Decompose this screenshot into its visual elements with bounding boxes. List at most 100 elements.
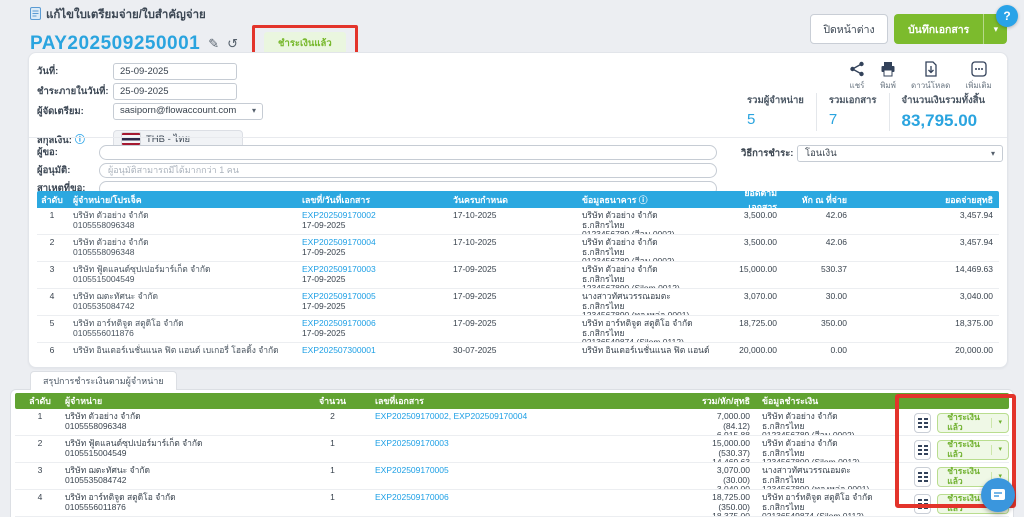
col-header: ผู้จำหน่าย/โปรเจ็ค — [73, 194, 142, 205]
row-seq: 1 — [37, 411, 43, 421]
paid-status-button[interactable]: ชำระเงินแล้ว ▾ — [937, 440, 1009, 460]
grid-icon-button[interactable] — [914, 440, 932, 460]
chat-support-button[interactable] — [981, 478, 1015, 512]
row-bank-info: บริษัท อาร์ทติจูด สตูดิโอ จำกัด ธ.กสิกรไท… — [582, 318, 727, 342]
doc-number-link[interactable]: EXP202509170005 — [375, 465, 449, 475]
bank-line: บริษัท ตัวอย่าง จำกัด — [582, 264, 658, 274]
row-vendor: บริษัท ตัวอย่าง จำกัด 0105558096348 — [65, 411, 290, 435]
col-header: ผู้จำหน่าย — [65, 396, 103, 406]
doc-number-link[interactable]: EXP202509170003 — [375, 438, 449, 448]
vendor-name: บริษัท ตัวอย่าง จำกัด — [73, 210, 149, 220]
summary-row: 4 บริษัท อาร์ทติจูด สตูดิโอ จำกัด 01055560… — [15, 490, 1009, 517]
row-vendor: บริษัท ฌตะทัศนะ จำกัด 0105535084742 — [65, 465, 290, 489]
document-action-icons: แชร์ พิมพ์ ดาวน์โหลด เพิ่มเติม — [849, 61, 992, 92]
row-amount: 3,500.00 — [743, 237, 777, 247]
row-wht: 42.06 — [825, 210, 847, 220]
row-payment-info: บริษัท ตัวอย่าง จำกัด ธ.กสิกรไทย 012345678… — [750, 411, 900, 436]
row-seq: 6 — [49, 345, 55, 355]
save-dropdown-caret-icon[interactable]: ▾ — [983, 14, 1007, 44]
row-wht: 0.00 — [830, 345, 847, 355]
grid-icon-button[interactable] — [914, 413, 932, 433]
bank-line: 0123456789 (สีลม 0002) — [582, 229, 675, 235]
row-actions: ชำระเงินแล้ว ▾ — [900, 439, 1009, 462]
doc-date: 17-09-2025 — [302, 219, 346, 230]
row-amounts: 15,000.00 (530.37) 14,469.63 — [630, 438, 750, 462]
doc-number-link[interactable]: EXP202509170002, EXP202509170004 — [375, 411, 528, 421]
col-header: ยอดตามเอกสาร — [744, 187, 777, 212]
bank-line: นางสาวทัศนวรรณอมตะ — [582, 291, 671, 301]
doc-number-link[interactable]: EXP202509170002 — [302, 210, 376, 220]
date-label: วันที่: — [37, 65, 59, 77]
paid-status-label: ชำระเงินแล้ว — [947, 493, 980, 513]
payment-method-select[interactable]: โอนเงิน ▾ — [797, 145, 1003, 162]
row-due-date: 17-10-2025 — [453, 237, 497, 247]
vendor-name: บริษัท อาร์ทติจูด สตูดิโอ จำกัด — [65, 492, 176, 502]
doc-date: 17-09-2025 — [302, 273, 346, 284]
grid-icon-button[interactable] — [914, 494, 932, 514]
payment-line: 1234567890 (ทองหล่อ 0001) — [762, 484, 870, 490]
doc-number-link[interactable]: EXP202509170006 — [302, 318, 376, 328]
doc-number-link[interactable]: EXP202509170004 — [302, 237, 376, 247]
stat-value: 83,795.00 — [901, 111, 978, 130]
vendor-name: บริษัท ฟู้ดแลนด์ซุปเปอร์มาร์เก็ต จำกัด — [65, 438, 203, 448]
preparer-select[interactable]: sasiporn@flowaccount.com ▾ — [113, 102, 263, 120]
thai-flag-icon — [122, 133, 140, 145]
row-amounts: 7,000.00 (84.12) 6,915.88 — [630, 411, 750, 435]
doc-number-link[interactable]: EXP202509170006 — [375, 492, 449, 502]
vendor-tax-id: 0105558096348 — [65, 420, 127, 431]
row-seq: 5 — [49, 318, 55, 328]
summary-row: 3 บริษัท ฌตะทัศนะ จำกัด 0105535084742 1 EXP2… — [15, 463, 1009, 490]
info-icon[interactable]: ⓘ — [74, 134, 85, 146]
doc-number-link[interactable]: EXP202509170003 — [302, 264, 376, 274]
chevron-down-icon: ▾ — [251, 106, 256, 115]
row-payment-info: บริษัท ตัวอย่าง จำกัด ธ.กสิกรไทย 123456789… — [750, 438, 900, 462]
doc-action-print[interactable]: พิมพ์ — [880, 61, 896, 92]
doc-action-share[interactable]: แชร์ — [849, 61, 865, 92]
doc-action-more[interactable]: เพิ่มเติม — [965, 61, 992, 92]
summary-tab[interactable]: สรุปการชำระเงินตามผู้จำหน่าย — [30, 371, 177, 390]
doc-action-download[interactable]: ดาวน์โหลด — [911, 61, 950, 92]
col-header: หัก ณ ที่จ่าย — [801, 194, 847, 205]
row-doc: EXP202509170004 17-09-2025 — [302, 237, 437, 261]
document-number: PAY202509250001 — [30, 32, 201, 54]
bank-line: ธ.กสิกรไทย — [582, 219, 625, 230]
amount-net: 18,375.00 — [712, 511, 750, 517]
close-window-button[interactable]: ปิดหน้าต่าง — [810, 14, 888, 44]
amount-net: 3,040.00 — [716, 484, 750, 490]
payment-line: 0123456789 (สีลม 0002) — [762, 430, 855, 436]
bank-line: บริษัท อินเตอร์เนชั่นแนล ฟิต แอนด์ — [582, 345, 710, 355]
doc-number-link[interactable]: EXP202509170005 — [302, 291, 376, 301]
row-vendor: บริษัท ฌตะทัศนะ จำกัด 0105535084742- — [67, 291, 302, 315]
vendor-name: บริษัท ฌตะทัศนะ จำกัด — [73, 291, 159, 301]
paid-status-button[interactable]: ชำระเงินแล้ว ▾ — [937, 413, 1009, 433]
vendor-project: - — [73, 283, 76, 289]
edit-pencil-icon[interactable]: ✎ — [208, 35, 220, 51]
table-row: 1 บริษัท ตัวอย่าง จำกัด 0105558096348- EXP2… — [37, 208, 999, 235]
row-due-date: 17-09-2025 — [453, 318, 497, 328]
row-doc: EXP202507300001 — [302, 345, 437, 367]
row-doc-count: 1 — [330, 438, 335, 448]
doc-number-link[interactable]: EXP202507300001 — [302, 345, 376, 355]
save-document-button[interactable]: บันทึกเอกสาร ▾ — [894, 14, 1008, 44]
payment-summary-card: ลำดับ ผู้จำหน่าย จำนวน เลขที่เอกสาร รวม/หัก/… — [10, 389, 1014, 517]
amount-wht: (30.00) — [723, 474, 750, 485]
history-icon[interactable]: ↺ — [227, 35, 239, 51]
date-field[interactable]: 25-09-2025 — [113, 62, 237, 80]
stat-1: รวมเอกสาร 7 — [815, 93, 889, 131]
pay-within-field[interactable]: 25-09-2025 — [113, 82, 237, 100]
help-button[interactable]: ? — [996, 5, 1018, 27]
row-due-date: 30-07-2025 — [453, 345, 497, 355]
bank-line: ธ.กสิกรไทย — [582, 327, 625, 338]
row-vendor: บริษัท อินเตอร์เนชั่นแนล ฟิต แอนด์ เบเกอ… — [67, 345, 302, 367]
print-icon — [880, 61, 896, 77]
vendor-tax-id: 0105556011876 — [73, 327, 134, 338]
doc-date: 17-09-2025 — [302, 327, 346, 338]
vendor-tax-id: 0105515004549 — [65, 447, 127, 458]
currency-field[interactable]: THB - ไทย — [113, 129, 243, 149]
requester-input[interactable] — [99, 144, 717, 160]
approver-input[interactable] — [99, 162, 717, 178]
grid-icon-button[interactable] — [914, 467, 932, 487]
document-form: วันที่: 25-09-2025 ชำระภายในวันที่: 25-0… — [37, 61, 263, 149]
row-vendor: บริษัท ฟู้ดแลนด์ซุปเปอร์มาร์เก็ต จำกัด 01… — [67, 264, 302, 289]
bank-line: ธ.กสิกรไทย — [582, 273, 625, 284]
